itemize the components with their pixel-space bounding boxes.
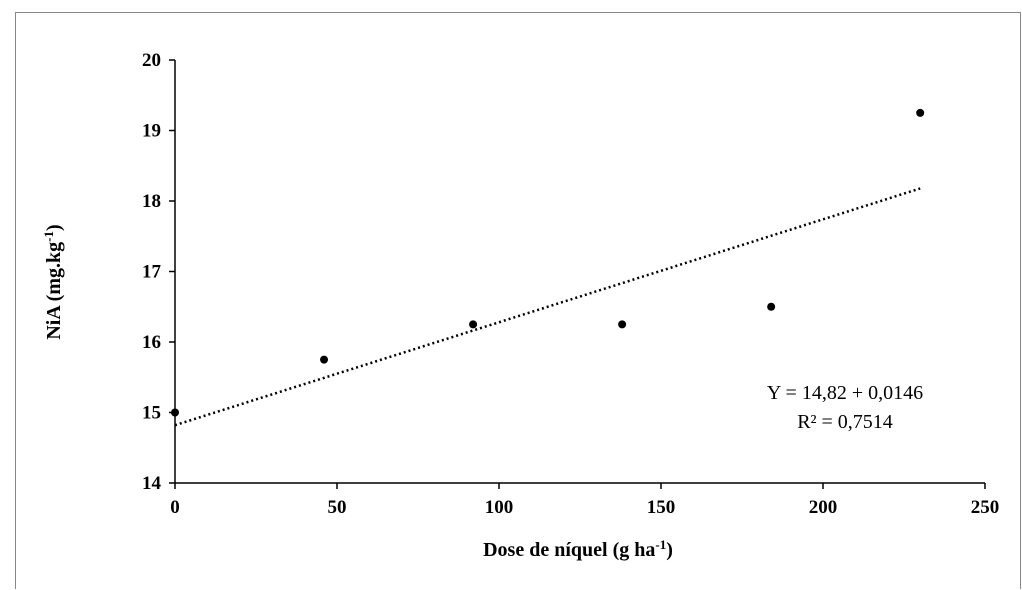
x-tick-label: 50 — [328, 497, 347, 518]
data-points — [171, 108, 925, 417]
y-axis-ticks: 14 15 16 17 18 19 20 — [142, 50, 175, 494]
r2-label: R² = 0,7514 — [797, 411, 893, 433]
x-tick-label: 250 — [971, 497, 1000, 518]
y-tick-label: 20 — [142, 50, 161, 71]
x-axis-title-suffix: ) — [666, 539, 673, 561]
y-tick-label: 17 — [142, 262, 162, 283]
data-point — [171, 408, 179, 417]
trendline — [174, 187, 921, 427]
y-axis-title: NiA (mg.kg-1) — [41, 224, 66, 339]
y-axis-title-main: NiA (mg.kg — [43, 242, 65, 340]
x-tick-label: 100 — [485, 497, 514, 518]
y-tick-label: 19 — [142, 121, 161, 142]
data-point — [469, 320, 478, 329]
x-tick-label: 0 — [170, 497, 180, 518]
chart-frame — [15, 12, 1021, 589]
y-axis-title-suffix: ) — [43, 224, 65, 231]
x-axis-title: Dose de níquel (g ha-1) — [483, 537, 673, 562]
equation-label: Y = 14,82 + 0,0146 — [767, 382, 923, 404]
x-axis-title-main: Dose de níquel (g ha — [483, 539, 655, 561]
y-tick-label: 16 — [142, 332, 161, 353]
data-point — [320, 355, 329, 364]
x-tick-label: 150 — [647, 497, 676, 518]
x-axis-ticks: 0 50 100 150 200 250 — [170, 483, 999, 518]
data-point — [618, 320, 627, 329]
y-tick-label: 15 — [142, 403, 161, 424]
data-point — [767, 302, 776, 311]
x-tick-label: 200 — [809, 497, 838, 518]
x-axis-title-sup: -1 — [655, 537, 666, 552]
y-tick-label: 14 — [142, 473, 162, 494]
y-tick-label: 18 — [142, 191, 161, 212]
y-axis-title-sup: -1 — [41, 231, 56, 242]
data-point — [916, 108, 925, 117]
